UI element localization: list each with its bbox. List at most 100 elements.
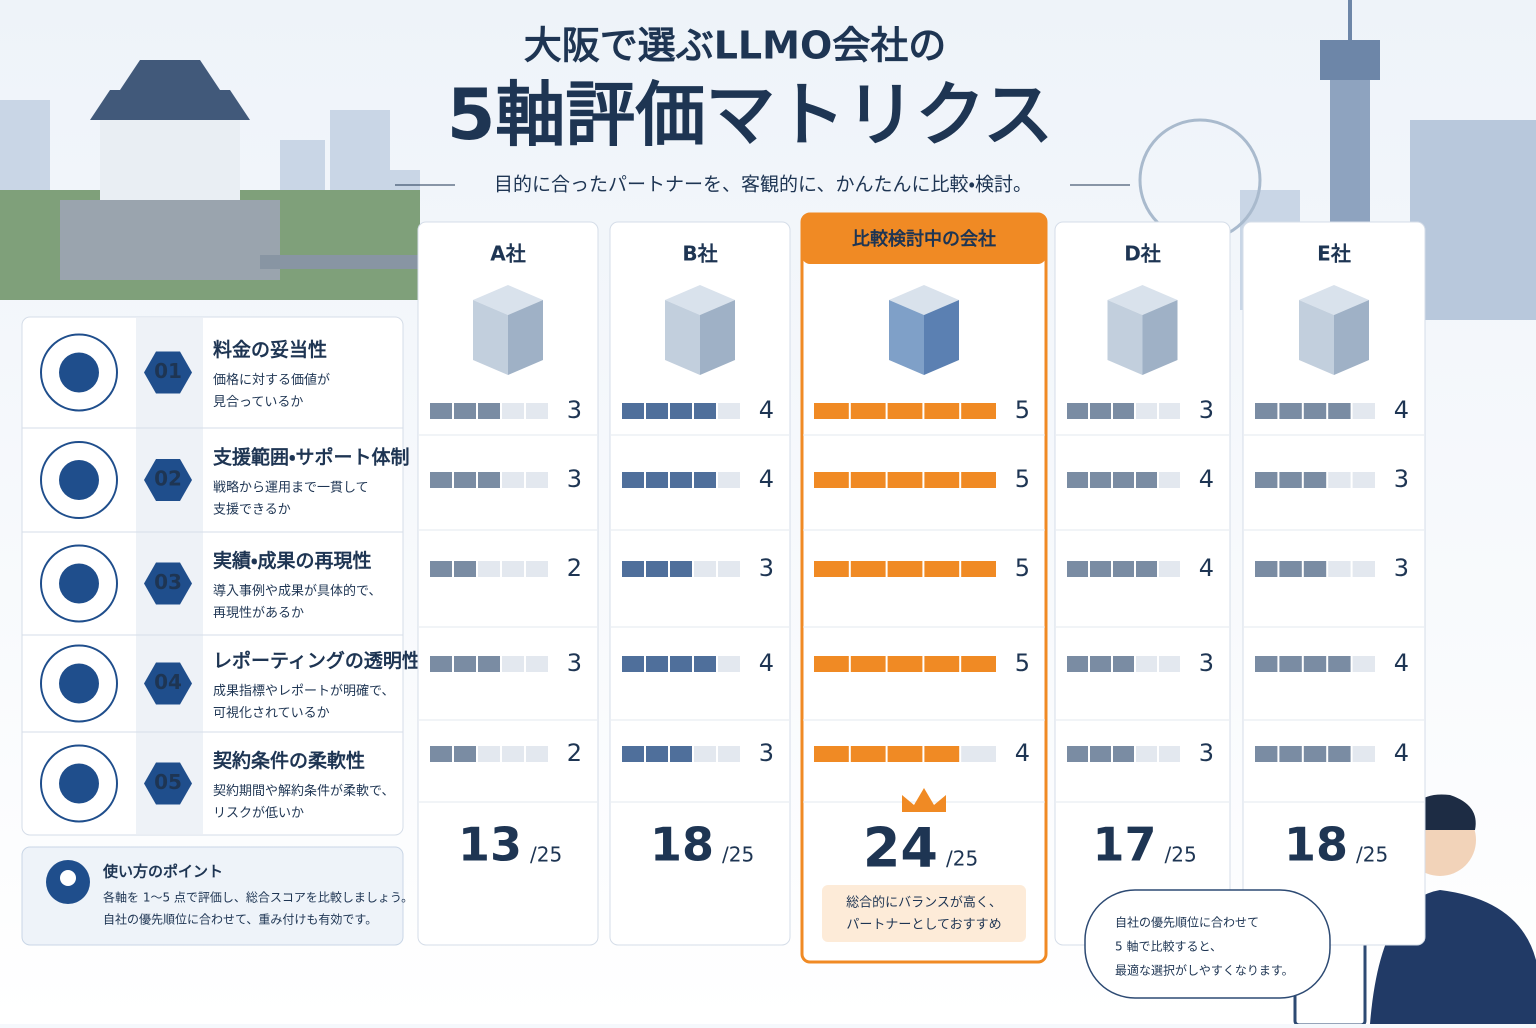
company-name: D社 bbox=[1124, 242, 1161, 266]
score-segment bbox=[814, 472, 849, 488]
score-segment bbox=[478, 656, 500, 672]
company-name: 比較検討中の会社 bbox=[852, 228, 996, 250]
score-value: 4 bbox=[759, 396, 774, 424]
score-segment bbox=[924, 561, 960, 577]
note-line: パートナーとしておすすめ bbox=[846, 918, 1001, 933]
building-right bbox=[924, 300, 959, 375]
number-badge bbox=[144, 562, 192, 605]
criterion-icon-core bbox=[59, 763, 99, 804]
score-segment bbox=[1303, 472, 1327, 488]
score-segment bbox=[1113, 472, 1134, 488]
score-segment bbox=[670, 656, 692, 672]
score-value: 4 bbox=[1394, 739, 1409, 767]
total-score: 17 bbox=[1092, 818, 1156, 872]
score-segment bbox=[850, 561, 886, 577]
score-segment-empty bbox=[1159, 746, 1180, 762]
criterion-title: 契約条件の柔軟性 bbox=[213, 749, 365, 772]
score-segment-empty bbox=[526, 561, 548, 577]
score-segment bbox=[1255, 403, 1278, 419]
score-value: 3 bbox=[1199, 739, 1214, 767]
tips-line: 自社の優先順位に合わせて、重み付けも有効です。 bbox=[103, 912, 377, 927]
score-segment bbox=[961, 403, 996, 419]
score-segment-empty bbox=[526, 403, 548, 419]
score-value: 3 bbox=[567, 649, 582, 677]
number-badge bbox=[144, 351, 192, 394]
score-value: 4 bbox=[1199, 554, 1214, 582]
score-segment bbox=[1255, 472, 1278, 488]
score-segment-empty bbox=[502, 746, 524, 762]
score-segment bbox=[1279, 472, 1302, 488]
score-segment bbox=[646, 403, 668, 419]
score-segment-empty bbox=[1136, 403, 1157, 419]
score-value: 5 bbox=[1015, 649, 1030, 677]
score-segment bbox=[961, 656, 996, 672]
score-segment-empty bbox=[1159, 561, 1180, 577]
score-segment bbox=[670, 472, 692, 488]
score-segment bbox=[1136, 472, 1157, 488]
criterion-desc: 契約期間や解約条件が柔軟で、 bbox=[213, 783, 394, 799]
number-badge bbox=[144, 662, 192, 705]
note-line: 総合的にバランスが高く、 bbox=[846, 895, 1002, 911]
criterion-number: 02 bbox=[154, 467, 182, 491]
score-segment-empty bbox=[961, 746, 996, 762]
criterion-desc: 可視化されているか bbox=[213, 706, 330, 721]
criterion-icon-core bbox=[59, 460, 99, 500]
score-segment-empty bbox=[694, 561, 716, 577]
score-value: 4 bbox=[1199, 465, 1214, 493]
score-segment-empty bbox=[718, 656, 740, 672]
score-segment-empty bbox=[1159, 656, 1180, 672]
score-segment bbox=[1303, 403, 1327, 419]
criterion-title: 支援範囲・サポート体制 bbox=[213, 446, 409, 469]
building-right bbox=[1142, 300, 1178, 375]
building-left bbox=[665, 300, 700, 375]
total-max: /25 bbox=[722, 843, 754, 867]
score-segment-empty bbox=[478, 561, 500, 577]
score-segment bbox=[622, 561, 644, 577]
score-value: 4 bbox=[1015, 739, 1030, 767]
score-segment bbox=[1255, 746, 1278, 762]
score-value: 2 bbox=[567, 554, 582, 582]
score-segment-empty bbox=[1136, 656, 1157, 672]
score-value: 3 bbox=[567, 396, 582, 424]
criterion-desc: 見合っているか bbox=[213, 395, 303, 410]
score-value: 5 bbox=[1015, 396, 1030, 424]
score-segment-empty bbox=[1159, 472, 1180, 488]
score-segment bbox=[454, 403, 476, 419]
score-segment bbox=[454, 746, 476, 762]
total-max: /25 bbox=[530, 843, 562, 867]
score-segment bbox=[622, 746, 644, 762]
score-segment bbox=[1067, 656, 1088, 672]
score-segment bbox=[1328, 746, 1351, 762]
criterion-number: 01 bbox=[154, 359, 182, 383]
score-segment bbox=[478, 472, 500, 488]
score-segment bbox=[694, 472, 716, 488]
criterion-desc: 価格に対する価値が bbox=[213, 372, 330, 388]
score-segment-empty bbox=[526, 656, 548, 672]
total-score: 13 bbox=[458, 818, 522, 872]
score-segment bbox=[814, 403, 849, 419]
criterion-desc: 導入事例や成果が具体的で、 bbox=[213, 583, 381, 599]
score-segment bbox=[430, 561, 452, 577]
score-segment bbox=[1136, 561, 1157, 577]
number-badge bbox=[144, 459, 192, 501]
total-score: 18 bbox=[1284, 818, 1348, 872]
score-segment bbox=[646, 656, 668, 672]
score-segment bbox=[924, 472, 960, 488]
score-segment bbox=[1279, 746, 1302, 762]
tips-bulb bbox=[60, 870, 76, 886]
featured-header bbox=[802, 214, 1046, 264]
score-value: 4 bbox=[1394, 649, 1409, 677]
score-segment bbox=[1279, 561, 1302, 577]
score-segment-empty bbox=[1352, 403, 1375, 419]
score-segment bbox=[1067, 472, 1088, 488]
score-value: 5 bbox=[1015, 465, 1030, 493]
score-segment bbox=[1067, 403, 1088, 419]
note-box bbox=[822, 885, 1026, 942]
score-value: 3 bbox=[1394, 554, 1409, 582]
tips-line: 各軸を 1～5 点で評価し、総合スコアを比較しましょう。 bbox=[103, 890, 413, 905]
skyline-left bbox=[0, 60, 420, 300]
score-segment-empty bbox=[526, 472, 548, 488]
criterion-number: 05 bbox=[154, 770, 182, 794]
building-left bbox=[889, 300, 924, 375]
